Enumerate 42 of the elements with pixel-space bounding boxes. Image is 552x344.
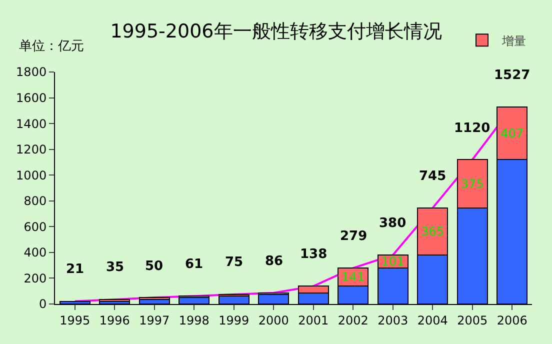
data-label: 365 [421,224,444,238]
total-label: 279 [340,229,368,244]
x-tick-label: 2006 [496,313,528,328]
y-tick-label: 1600 [16,90,47,105]
y-axis-title: 单位：亿元 [19,39,84,54]
y-tick-label: 1800 [16,65,47,80]
x-tick-label: 2003 [378,313,408,328]
total-label: 35 [106,260,124,275]
y-tick-label: 400 [24,246,47,260]
chart-title: 1995-2006年一般性转移支付增长情况 [110,20,442,42]
x-tick-label: 2005 [457,313,488,328]
data-label: 101 [381,254,404,269]
x-tick-label: 1999 [218,313,250,328]
x-tick-label: 1996 [99,313,130,328]
y-tick-label: 800 [24,194,47,208]
x-tick-label: 1995 [60,313,90,328]
x-tick-label: 1998 [178,313,210,328]
x-tick-label: 2002 [338,313,368,328]
total-label: 1527 [494,68,530,83]
total-label: 138 [300,247,328,262]
total-label: 86 [265,254,284,269]
y-tick-label: 0 [38,297,47,312]
total-label: 61 [185,257,204,272]
total-label: 21 [66,262,84,277]
y-tick-label: 1200 [16,142,47,157]
total-label: 50 [145,259,164,274]
y-tick-label: 600 [24,220,47,234]
data-label: 407 [500,126,524,140]
data-label: 141 [342,270,365,284]
x-tick-label: 1997 [139,313,170,328]
x-tick-label: 2000 [258,313,289,328]
x-tick-label: 2001 [298,313,329,328]
total-label: 1120 [454,121,490,136]
total-label: 380 [379,216,406,231]
data-label: 375 [460,176,484,191]
x-tick-label: 2004 [417,313,448,328]
y-tick-label: 200 [24,271,47,286]
total-label: 745 [419,169,446,184]
total-label: 75 [225,255,244,270]
y-tick-label: 1000 [16,168,47,182]
legend-label: 增量 [501,34,526,48]
y-tick-label: 1400 [16,116,47,131]
